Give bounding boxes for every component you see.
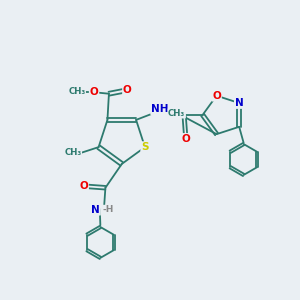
Text: O: O [90,87,98,97]
Text: -H: -H [102,205,114,214]
Text: CH₃: CH₃ [68,87,86,96]
Text: O: O [182,134,190,144]
Text: O: O [212,91,221,101]
Text: O: O [79,181,88,191]
Text: CH₃: CH₃ [64,148,82,157]
Text: N: N [91,205,100,215]
Text: N: N [235,98,244,108]
Text: S: S [141,142,149,152]
Text: CH₃: CH₃ [168,109,185,118]
Text: O: O [123,85,132,95]
Text: NH: NH [151,104,169,114]
